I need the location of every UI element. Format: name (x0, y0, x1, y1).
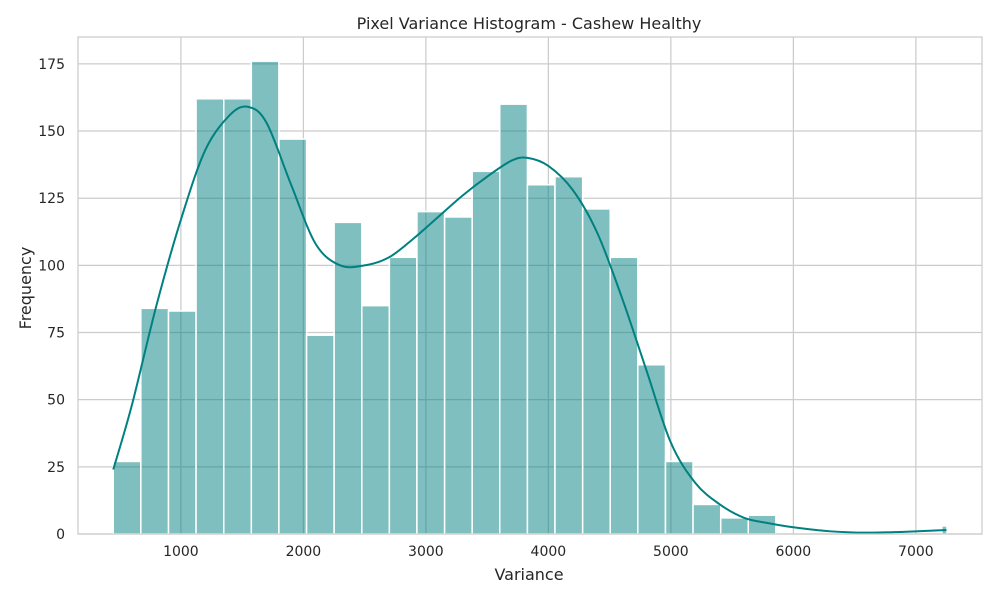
y-tick-label: 150 (38, 124, 65, 140)
x-tick-label: 3000 (408, 544, 444, 560)
y-tick-label: 100 (38, 258, 65, 274)
x-tick-label: 5000 (653, 544, 689, 560)
x-tick-label: 2000 (286, 544, 322, 560)
chart-title: Pixel Variance Histogram - Cashew Health… (357, 14, 702, 33)
histogram-bar (664, 460, 694, 535)
x-tick-label: 1000 (163, 544, 199, 560)
histogram-bar (278, 138, 308, 535)
y-tick-label: 0 (56, 527, 65, 543)
histogram-bar (250, 60, 280, 535)
histogram-bar (361, 304, 391, 535)
y-tick-label: 125 (38, 191, 65, 207)
histogram-bar (416, 210, 446, 535)
histogram-bar (554, 175, 584, 535)
histogram-bar (443, 216, 473, 535)
plot-frame (77, 36, 983, 535)
y-tick-label: 175 (38, 57, 65, 73)
y-axis-label: Frequency (16, 247, 35, 330)
histogram-bar (195, 98, 225, 535)
histogram-bar (223, 98, 253, 535)
histogram-bar (471, 170, 501, 535)
y-tick-label: 50 (47, 393, 65, 409)
histogram-bar (388, 256, 418, 535)
histogram-bar (609, 256, 639, 535)
x-tick-labels: 1000 2000 3000 4000 5000 6000 7000 (163, 544, 934, 560)
y-tick-label: 25 (47, 460, 65, 476)
x-axis-label: Variance (494, 565, 563, 584)
histogram-bar (692, 503, 722, 535)
histogram-bar (581, 208, 611, 535)
histogram-bar (637, 364, 667, 535)
histogram-bar (719, 517, 750, 535)
histogram-bar (305, 334, 335, 535)
histogram-bar (112, 460, 142, 535)
histogram-bar (333, 221, 363, 535)
histogram-bar (167, 310, 197, 535)
x-tick-label: 4000 (531, 544, 567, 560)
histogram-bar (526, 184, 556, 535)
histogram-bar (498, 103, 529, 535)
histogram-bars (112, 60, 948, 535)
y-tick-label: 75 (47, 326, 65, 342)
histogram-bar (140, 307, 170, 535)
y-tick-labels: 0 25 50 75 100 125 150 175 (38, 57, 65, 543)
x-tick-label: 6000 (776, 544, 812, 560)
x-tick-label: 7000 (898, 544, 934, 560)
kde-curve (112, 105, 947, 534)
